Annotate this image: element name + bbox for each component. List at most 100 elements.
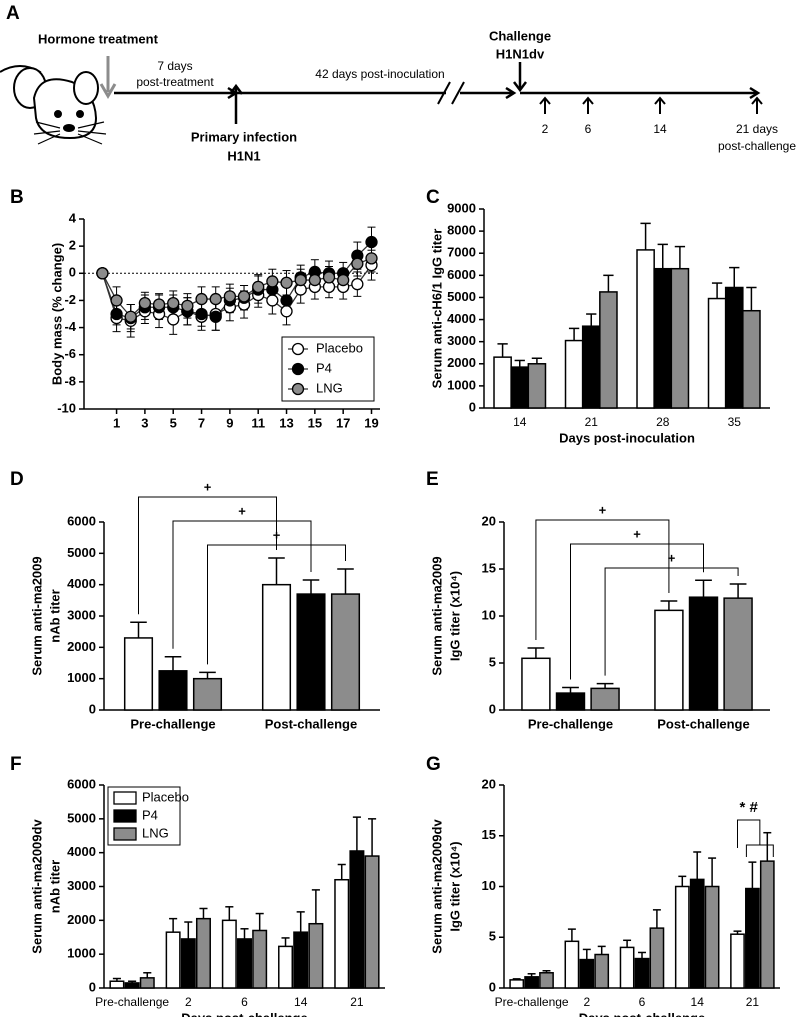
bar bbox=[195, 917, 211, 989]
y-tick-label: 20 bbox=[482, 776, 496, 791]
y-tick-label: -2 bbox=[64, 292, 76, 307]
legend-label: LNG bbox=[142, 825, 169, 840]
y-tick-label: 10 bbox=[482, 878, 496, 893]
marker bbox=[124, 310, 137, 323]
x-axis-title: Days post-challenge bbox=[181, 1010, 307, 1017]
y-tick-label: 3000 bbox=[67, 607, 96, 622]
y-tick-label: 0 bbox=[489, 701, 496, 716]
bar bbox=[278, 945, 294, 989]
interval-label: 42 days post-inoculation bbox=[315, 67, 444, 81]
x-tick-label: 17 bbox=[336, 415, 350, 430]
y-tick-label: 6000 bbox=[67, 513, 96, 528]
x-tick-label: 21 bbox=[585, 415, 599, 429]
y-tick-label: 6000 bbox=[67, 776, 96, 791]
marker bbox=[96, 267, 109, 280]
legend-label: P4 bbox=[142, 807, 158, 822]
bar bbox=[707, 297, 727, 409]
y-axis-title: nAb titer bbox=[47, 860, 62, 913]
bar bbox=[109, 980, 125, 989]
y-tick-label: 2000 bbox=[447, 355, 476, 370]
y-tick-label: 0 bbox=[89, 701, 96, 716]
significance-label: + bbox=[204, 479, 212, 494]
y-tick-label: 2000 bbox=[67, 912, 96, 927]
marker bbox=[110, 307, 123, 321]
y-tick-label: -10 bbox=[57, 400, 76, 415]
bar bbox=[293, 931, 309, 989]
y-tick-label: 2 bbox=[69, 238, 76, 253]
bar bbox=[654, 609, 684, 711]
x-tick-label: 6 bbox=[241, 995, 248, 1009]
hormone-arrow-head bbox=[99, 83, 117, 99]
bar bbox=[745, 887, 760, 989]
x-tick-label: 15 bbox=[308, 415, 322, 430]
bar bbox=[527, 363, 547, 409]
bar bbox=[308, 922, 324, 989]
bar bbox=[124, 982, 140, 989]
significance-bracket bbox=[604, 567, 739, 676]
bar bbox=[649, 927, 665, 989]
x-tick-label: Post-challenge bbox=[265, 716, 357, 731]
y-tick-label: 3000 bbox=[67, 878, 96, 893]
bar bbox=[674, 885, 690, 989]
bar bbox=[742, 309, 761, 409]
panel-label: G bbox=[426, 754, 441, 775]
panel-label: C bbox=[426, 187, 440, 208]
bar bbox=[653, 267, 673, 409]
bar bbox=[564, 940, 580, 989]
y-tick-label: -8 bbox=[64, 373, 76, 388]
bar bbox=[594, 953, 610, 989]
significance-label: * # bbox=[739, 799, 758, 816]
bar bbox=[510, 366, 530, 409]
bar bbox=[555, 692, 586, 711]
legend-label: Placebo bbox=[142, 789, 189, 804]
infection-label: Primary infection bbox=[191, 129, 297, 144]
legend-swatch bbox=[113, 791, 137, 805]
hormone-label: Hormone treatment bbox=[38, 31, 159, 46]
y-tick-label: 0 bbox=[469, 399, 476, 414]
bar bbox=[636, 249, 655, 409]
marker bbox=[209, 292, 222, 306]
legend-marker bbox=[291, 342, 305, 356]
y-tick-label: 1000 bbox=[67, 670, 96, 685]
legend-marker bbox=[291, 382, 305, 396]
panel-label: D bbox=[10, 469, 24, 490]
marker bbox=[223, 290, 237, 303]
y-tick-label: 5000 bbox=[67, 545, 96, 560]
significance-label: + bbox=[599, 502, 607, 517]
marker bbox=[351, 257, 364, 270]
y-tick-label: -4 bbox=[64, 319, 76, 334]
y-axis-title: Serum anti-ma2009dv bbox=[429, 819, 444, 954]
bar bbox=[521, 657, 551, 711]
x-tick-label: 11 bbox=[251, 415, 265, 430]
marker bbox=[237, 290, 251, 303]
y-tick-label: 6000 bbox=[447, 267, 476, 282]
y-tick-label: 15 bbox=[482, 827, 496, 842]
timepoint-label: post-challenge bbox=[718, 139, 796, 153]
bar bbox=[364, 855, 380, 989]
marker bbox=[167, 296, 180, 310]
bar bbox=[723, 597, 753, 711]
bar bbox=[334, 878, 350, 989]
y-tick-label: 0 bbox=[489, 979, 496, 994]
significance-bracket bbox=[570, 543, 704, 680]
bar bbox=[493, 356, 512, 409]
bar bbox=[539, 972, 554, 989]
bar bbox=[221, 919, 237, 989]
y-tick-label: 1000 bbox=[447, 377, 476, 392]
significance-label: + bbox=[238, 503, 246, 518]
bar bbox=[564, 339, 584, 409]
x-tick-label: Post-challenge bbox=[657, 716, 749, 731]
y-tick-label: 0 bbox=[89, 979, 96, 994]
y-tick-label: 8000 bbox=[447, 223, 476, 238]
y-tick-label: 20 bbox=[482, 513, 496, 528]
y-axis-title: Serum anti-cH6/1 IgG titer bbox=[429, 229, 444, 389]
marker bbox=[195, 307, 208, 321]
bar bbox=[158, 670, 188, 711]
legend-label: Placebo bbox=[316, 340, 363, 355]
marker bbox=[167, 313, 180, 326]
bar bbox=[704, 885, 720, 989]
x-tick-label: Pre-challenge bbox=[95, 995, 169, 1009]
bar bbox=[252, 929, 268, 989]
x-tick-label: 19 bbox=[364, 415, 378, 430]
marker bbox=[266, 275, 279, 288]
